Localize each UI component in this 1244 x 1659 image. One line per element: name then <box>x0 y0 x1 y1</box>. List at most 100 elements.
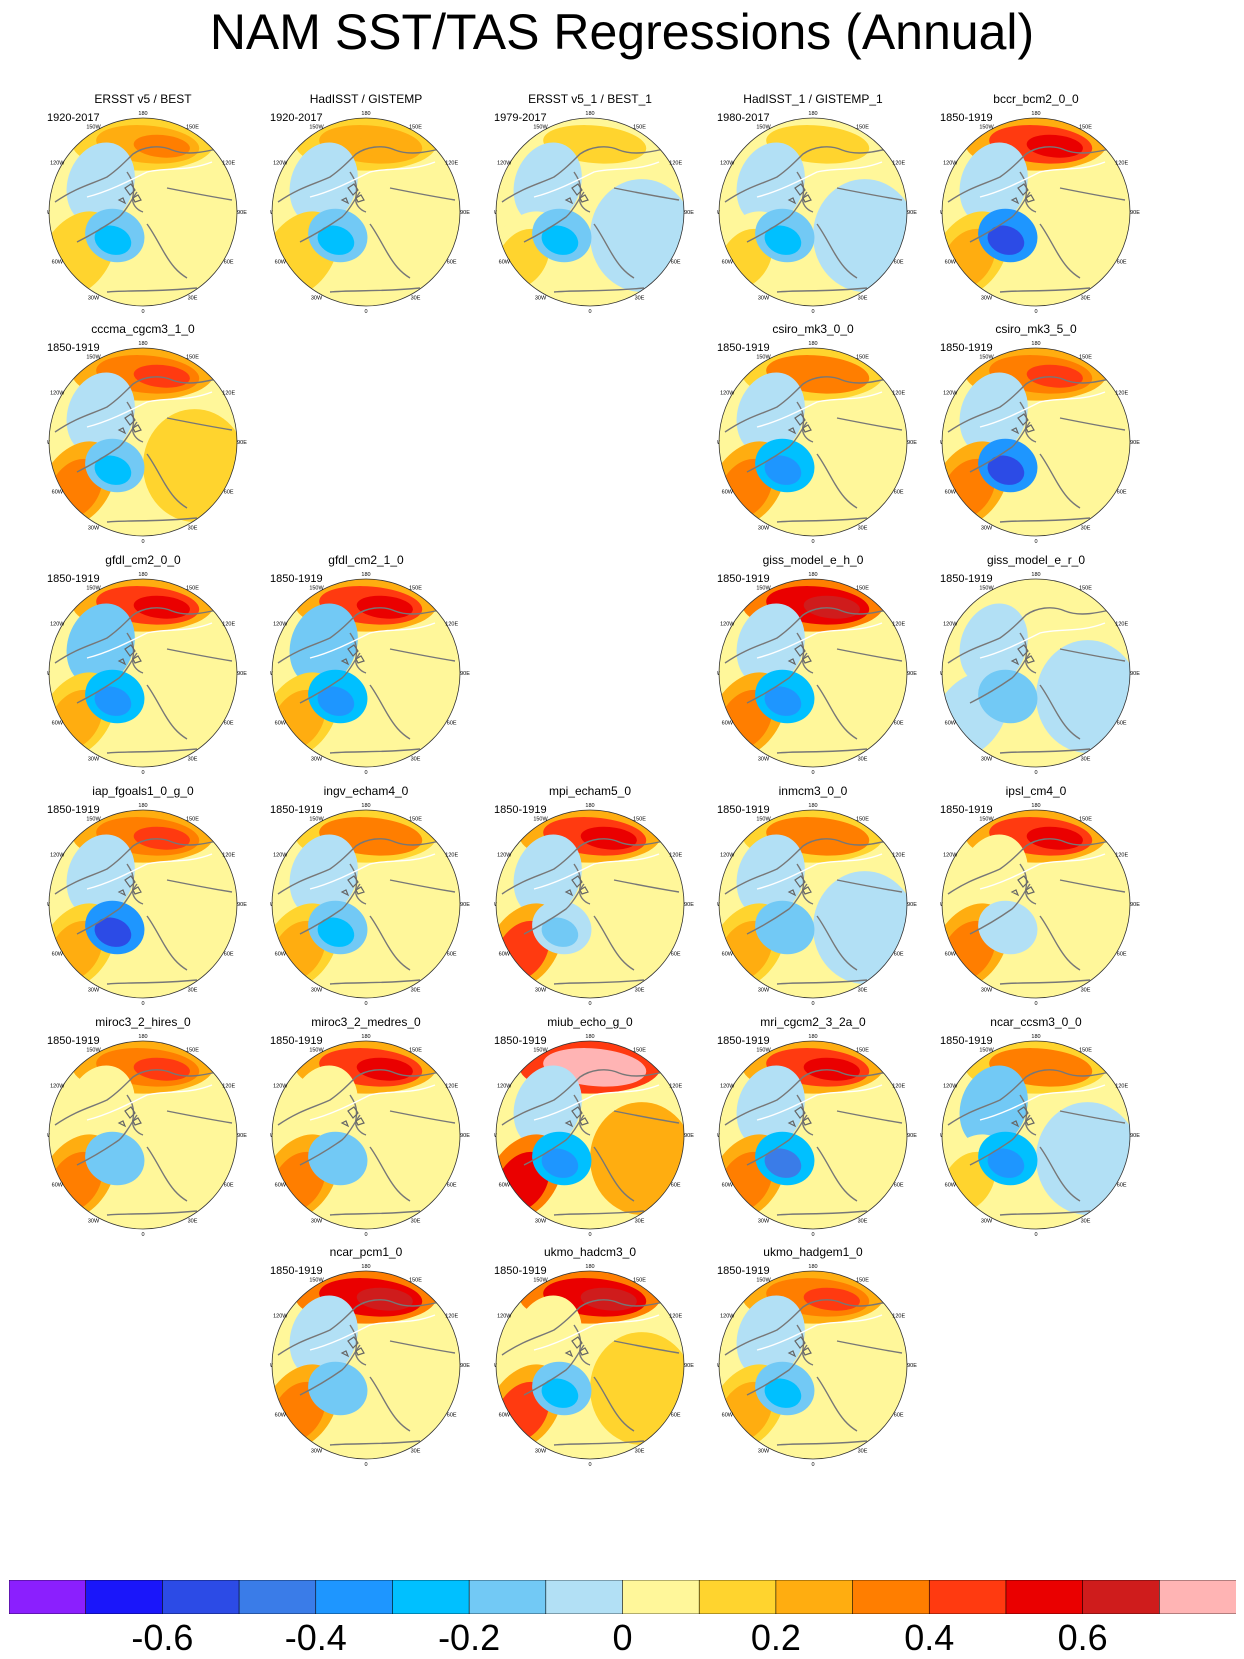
longitude-label: 60E <box>224 490 234 496</box>
map-outline <box>48 347 238 537</box>
polar-map: 180 150E 120E 90E 60E 30E 0 30W 60W 90W 120W 150W <box>494 1264 694 1468</box>
longitude-label: 150W <box>533 1047 548 1053</box>
longitude-label: 90W <box>717 440 720 446</box>
map-outline <box>718 1040 908 1230</box>
map-panel: gfdl_cm2_0_0 1850-1919 180 150E 120E 90E 60E 30… <box>47 553 267 793</box>
map-outline <box>941 1040 1131 1230</box>
longitude-label: 30E <box>411 1219 421 1225</box>
map-outline <box>718 1270 908 1460</box>
map-outline <box>941 117 1131 307</box>
longitude-label: 150W <box>756 816 771 822</box>
colorbar-swatch <box>162 1580 240 1614</box>
longitude-label: 90E <box>460 1133 470 1139</box>
longitude-label: 60W <box>722 1413 734 1419</box>
longitude-label: 30W <box>88 296 100 302</box>
longitude-label: 60W <box>722 721 734 727</box>
field-region <box>959 142 1028 226</box>
longitude-label: 90E <box>460 1363 470 1369</box>
field-region <box>541 1378 579 1408</box>
longitude-label: 30W <box>981 757 993 763</box>
panel-title: csiro_mk3_5_0 <box>995 322 1077 336</box>
map-outline <box>941 347 1131 537</box>
polar-map: 180 150E 120E 90E 60E 30E 0 30W 60W 90W 120W 150W <box>47 1034 247 1238</box>
longitude-label: 30E <box>858 1449 868 1455</box>
longitude-label: 0 <box>811 1462 814 1468</box>
longitude-label: 90E <box>237 902 247 908</box>
longitude-label: 30W <box>758 296 770 302</box>
longitude-label: 120E <box>669 1084 682 1090</box>
panel-title: bccr_bcm2_0_0 <box>993 92 1079 106</box>
colorbar-swatch <box>9 1580 87 1614</box>
map-panel: miroc3_2_hires_0 1850-1919 180 150E 120E 90E 6… <box>47 1015 267 1255</box>
colorbar-swatch <box>468 1580 547 1614</box>
colorbar-tick-label: -0.2 <box>438 1617 501 1658</box>
panel-title: HadISST_1 / GISTEMP_1 <box>743 92 883 106</box>
map-panel: ERSST v5 / BEST 1920-2017 180 150E 120E 90E 60… <box>47 92 267 332</box>
longitude-label: 180 <box>808 803 817 809</box>
longitude-label: 120E <box>1115 622 1128 628</box>
longitude-label: 150E <box>1079 816 1092 822</box>
field-region <box>1036 640 1130 753</box>
panel-period: 1850-1919 <box>717 804 770 816</box>
longitude-label: 150E <box>1079 1047 1092 1053</box>
field-region <box>513 1295 582 1379</box>
longitude-label: 120E <box>222 161 235 167</box>
longitude-label: 60E <box>447 721 457 727</box>
map-panel: bccr_bcm2_0_0 1850-1919 180 150E 120E 90E 60E 3… <box>940 92 1160 332</box>
longitude-label: 60W <box>275 260 287 266</box>
map-panel: ingv_echam4_0 1850-1919 180 150E 120E 90E 60E 3… <box>270 784 490 1024</box>
coastlines <box>277 838 456 985</box>
longitude-label: 120W <box>720 622 735 628</box>
polar-map: 180 150E 120E 90E 60E 30E 0 30W 60W 90W 120W 150W <box>717 803 917 1007</box>
map-panel: HadISST_1 / GISTEMP_1 1980-2017 180 150E 120… <box>717 92 937 332</box>
longitude-label: 30W <box>758 988 770 994</box>
longitude-label: 30W <box>758 1219 770 1225</box>
field-region <box>94 1148 132 1178</box>
longitude-label: 90W <box>940 902 943 908</box>
longitude-label: 150W <box>533 124 548 130</box>
map-panel: giss_model_e_r_0 1850-1919 180 150E 120E 90E 6… <box>940 553 1160 793</box>
longitude-label: 120W <box>943 622 958 628</box>
longitude-label: 90W <box>717 671 720 677</box>
longitude-label: 180 <box>808 1264 817 1270</box>
longitude-label: 90E <box>1130 440 1140 446</box>
longitude-label: 60E <box>1117 490 1127 496</box>
panel-period: 1920-2017 <box>47 112 100 124</box>
longitude-label: 60W <box>52 490 64 496</box>
longitude-label: 30W <box>311 296 323 302</box>
longitude-label: 120E <box>445 622 458 628</box>
map-outline <box>495 809 685 999</box>
polar-map: 180 150E 120E 90E 60E 30E 0 30W 60W 90W 120W 150W <box>940 341 1140 545</box>
coastlines <box>724 376 903 523</box>
panel-title: miroc3_2_hires_0 <box>95 1015 191 1029</box>
longitude-label: 150W <box>309 1277 324 1283</box>
map-panel: miroc3_2_medres_0 1850-1919 180 150E 120E 90E… <box>270 1015 490 1255</box>
map-panel: ipsl_cm4_0 1850-1919 180 150E 120E 90E 60E 30E 0… <box>940 784 1160 1024</box>
longitude-label: 90W <box>47 440 50 446</box>
map-panel: csiro_mk3_0_0 1850-1919 180 150E 120E 90E 60E 3… <box>717 322 937 562</box>
map-panel: ukmo_hadcm3_0 1850-1919 180 150E 120E 90E 60E 3… <box>494 1245 714 1485</box>
coastlines <box>724 1299 903 1446</box>
longitude-label: 90E <box>1130 902 1140 908</box>
colorbar <box>9 1580 1236 1614</box>
longitude-label: 0 <box>364 1001 367 1007</box>
field-region <box>590 1332 684 1445</box>
longitude-label: 120E <box>222 1084 235 1090</box>
map-panel: ERSST v5_1 / BEST_1 1979-2017 180 150E 120E 9… <box>494 92 714 332</box>
longitude-label: 90W <box>270 671 273 677</box>
field-region <box>143 640 237 753</box>
polar-map: 180 150E 120E 90E 60E 30E 0 30W 60W 90W 120W 150W <box>717 1034 917 1238</box>
polar-map: 180 150E 120E 90E 60E 30E 0 30W 60W 90W 120W 150W <box>494 1034 694 1238</box>
longitude-label: 150W <box>86 1047 101 1053</box>
coastlines <box>54 146 233 293</box>
coastlines <box>501 146 680 293</box>
longitude-label: 120W <box>943 853 958 859</box>
map-outline <box>718 347 908 537</box>
longitude-label: 30W <box>88 988 100 994</box>
longitude-label: 30W <box>981 296 993 302</box>
longitude-label: 60W <box>499 1413 511 1419</box>
longitude-label: 30W <box>758 526 770 532</box>
longitude-label: 30W <box>88 526 100 532</box>
map-outline <box>718 578 908 768</box>
field-region <box>813 409 907 522</box>
